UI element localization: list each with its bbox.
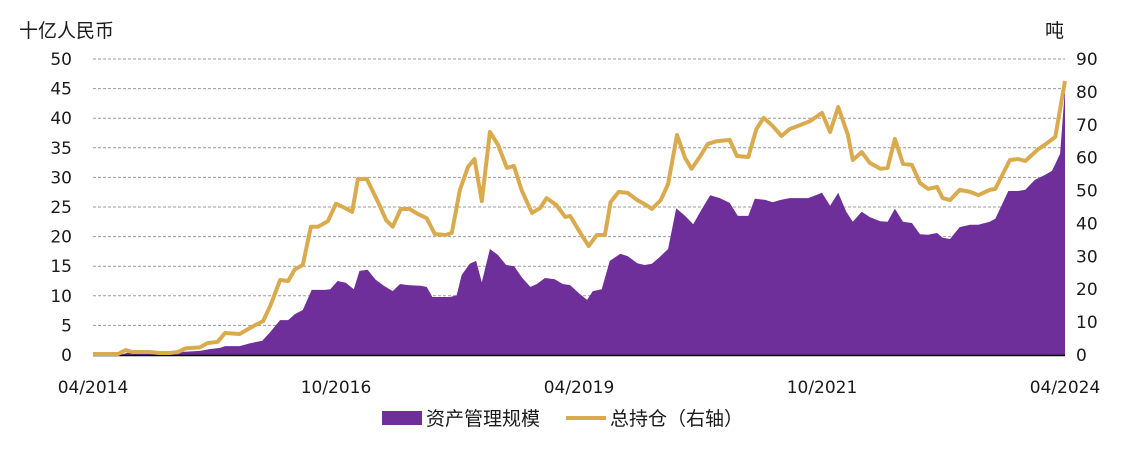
- left-tick-label: 25: [50, 198, 72, 218]
- line-swatch-icon: [566, 415, 607, 420]
- area-swatch-icon: [382, 410, 422, 425]
- left-tick-label: 5: [61, 316, 72, 336]
- left-axis-unit-label: 十亿人民币: [19, 20, 115, 42]
- x-axis-ticks: 04/2014 10/2016 04/2019 10/2021 04/2024: [58, 378, 1101, 398]
- right-tick-label: 20: [1076, 280, 1098, 300]
- left-tick-label: 40: [50, 109, 72, 129]
- left-tick-label: 30: [50, 168, 72, 188]
- right-tick-label: 70: [1076, 116, 1098, 136]
- left-tick-label: 45: [50, 80, 72, 100]
- left-tick-label: 20: [50, 228, 72, 248]
- x-tick-label: 04/2024: [1030, 378, 1101, 398]
- left-tick-label: 50: [50, 50, 72, 70]
- right-tick-label: 60: [1076, 149, 1098, 169]
- gridlines: [93, 58, 1065, 326]
- right-tick-label: 40: [1076, 214, 1098, 234]
- aum-area-series: [93, 88, 1065, 355]
- left-tick-label: 0: [61, 346, 72, 366]
- x-tick-label: 04/2014: [58, 378, 129, 398]
- right-tick-label: 10: [1076, 313, 1098, 333]
- legend-item-aum: 资产管理规模: [382, 404, 540, 431]
- left-tick-label: 15: [50, 257, 72, 277]
- right-axis-unit-label: 吨: [1045, 20, 1065, 42]
- x-tick-label: 04/2019: [544, 378, 615, 398]
- right-axis-ticks: 0 10 20 30 40 50 60 70 80 90: [1076, 50, 1098, 366]
- right-tick-label: 30: [1076, 247, 1098, 267]
- right-tick-label: 80: [1076, 83, 1098, 103]
- left-axis-ticks: 0 5 10 15 20 25 30 35 40 45 50: [50, 50, 72, 366]
- total-holdings-line-series: [93, 80, 1067, 356]
- x-tick-label: 10/2016: [301, 378, 372, 398]
- right-tick-label: 90: [1076, 50, 1098, 70]
- legend-item-holdings: 总持仓（右轴）: [566, 404, 743, 431]
- left-tick-label: 10: [50, 287, 72, 307]
- right-tick-label: 50: [1076, 182, 1098, 202]
- left-tick-label: 35: [50, 139, 72, 159]
- right-tick-label: 0: [1076, 346, 1087, 366]
- x-tick-label: 10/2021: [787, 378, 858, 398]
- legend-label-holdings: 总持仓（右轴）: [610, 408, 744, 430]
- legend: 资产管理规模 总持仓（右轴）: [382, 404, 769, 431]
- legend-label-aum: 资产管理规模: [426, 408, 541, 430]
